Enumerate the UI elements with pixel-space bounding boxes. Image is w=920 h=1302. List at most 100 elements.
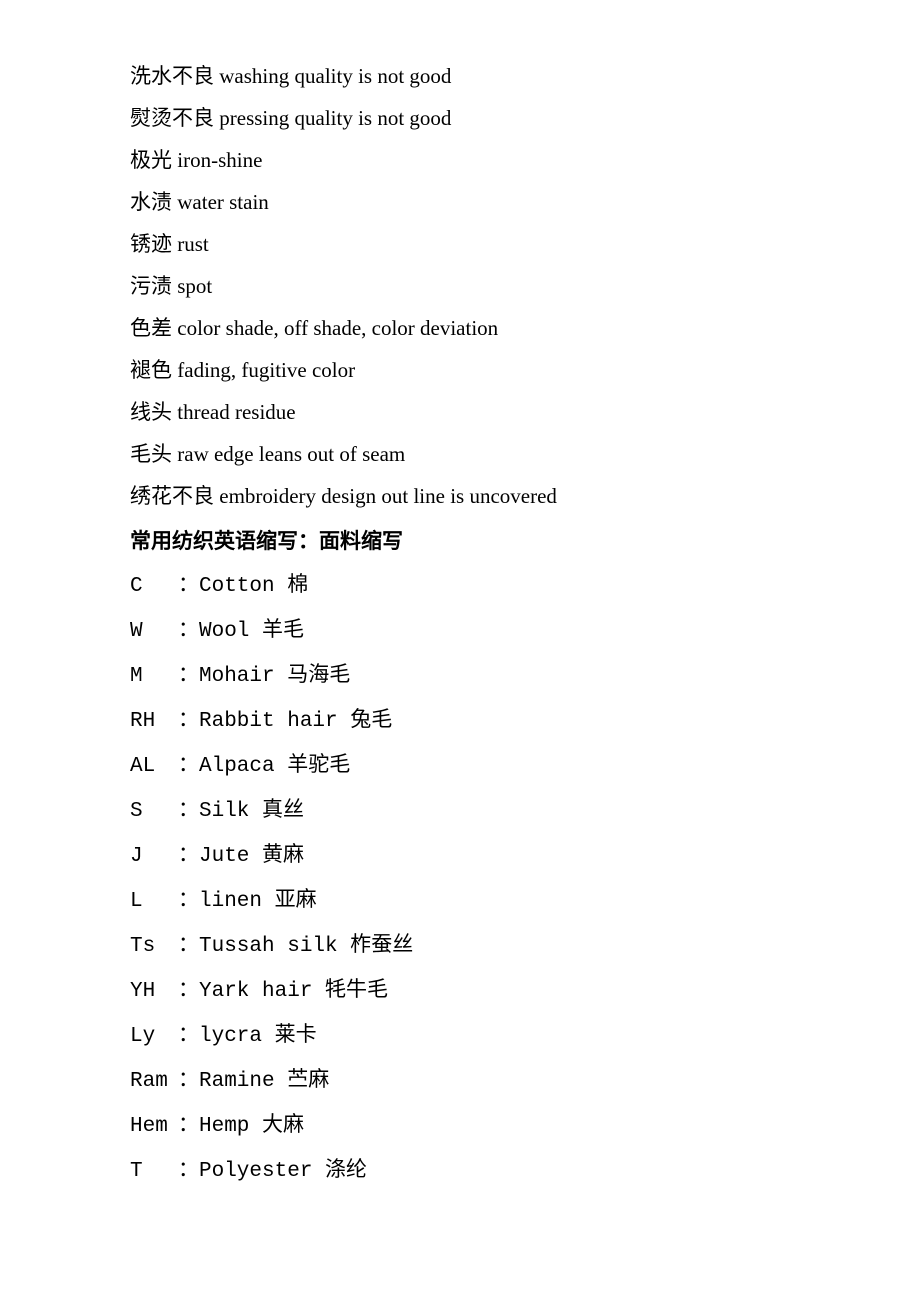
abbreviation-chinese: 亚麻	[275, 887, 317, 911]
abbreviation-line: Ram：Ramine 苎麻	[130, 1058, 790, 1103]
abbreviation-chinese: 马海毛	[287, 662, 350, 686]
abbreviation-code: T	[130, 1151, 178, 1193]
abbreviation-line: S：Silk 真丝	[130, 788, 790, 833]
term-line: 洗水不良 washing quality is not good	[130, 55, 790, 97]
abbreviation-chinese: 棉	[287, 572, 308, 596]
quality-terms-section: 洗水不良 washing quality is not good熨烫不良 pre…	[130, 55, 790, 517]
abbreviation-code: YH	[130, 971, 178, 1013]
separator: ：	[178, 1022, 199, 1046]
abbreviation-code: C	[130, 566, 178, 608]
abbreviation-code: RH	[130, 701, 178, 743]
abbreviation-code: Ram	[130, 1061, 178, 1103]
abbreviation-line: RH：Rabbit hair 兔毛	[130, 698, 790, 743]
term-line: 线头 thread residue	[130, 391, 790, 433]
term-english: washing quality is not good	[219, 64, 451, 88]
separator: ：	[178, 1157, 199, 1181]
term-chinese: 线头	[130, 400, 172, 424]
abbreviation-fullname: Mohair	[199, 665, 275, 688]
term-line: 极光 iron-shine	[130, 139, 790, 181]
separator: ：	[178, 932, 199, 956]
abbreviation-code: M	[130, 656, 178, 698]
abbreviation-fullname: Tussah silk	[199, 935, 338, 958]
term-line: 水渍 water stain	[130, 181, 790, 223]
abbreviation-fullname: Wool	[199, 620, 249, 643]
term-english: iron-shine	[177, 148, 262, 172]
term-chinese: 色差	[130, 316, 172, 340]
separator: ：	[178, 887, 199, 911]
abbreviation-fullname: Alpaca	[199, 755, 275, 778]
abbreviation-chinese: 苎麻	[287, 1067, 329, 1091]
abbreviation-fullname: Hemp	[199, 1115, 249, 1138]
abbreviation-fullname: Silk	[199, 800, 249, 823]
abbreviation-fullname: lycra	[199, 1025, 262, 1048]
term-line: 污渍 spot	[130, 265, 790, 307]
abbreviation-code: Ts	[130, 926, 178, 968]
term-chinese: 毛头	[130, 442, 172, 466]
abbreviation-fullname: Polyester	[199, 1160, 312, 1183]
term-english: fading, fugitive color	[177, 358, 355, 382]
abbreviation-line: C：Cotton 棉	[130, 563, 790, 608]
term-english: color shade, off shade, color deviation	[177, 316, 498, 340]
abbreviation-fullname: Jute	[199, 845, 249, 868]
section-heading: 常用纺织英语缩写：面料缩写	[130, 521, 790, 563]
separator: ：	[178, 572, 199, 596]
abbreviation-chinese: 真丝	[262, 797, 304, 821]
term-chinese: 极光	[130, 148, 172, 172]
term-line: 绣花不良 embroidery design out line is uncov…	[130, 475, 790, 517]
abbreviation-chinese: 牦牛毛	[325, 977, 388, 1001]
abbreviation-line: Ts：Tussah silk 柞蚕丝	[130, 923, 790, 968]
abbreviation-code: AL	[130, 746, 178, 788]
abbreviation-line: Hem：Hemp 大麻	[130, 1103, 790, 1148]
abbreviation-chinese: 羊驼毛	[287, 752, 350, 776]
abbreviation-line: AL：Alpaca 羊驼毛	[130, 743, 790, 788]
separator: ：	[178, 662, 199, 686]
term-line: 褪色 fading, fugitive color	[130, 349, 790, 391]
separator: ：	[178, 797, 199, 821]
abbreviation-line: M：Mohair 马海毛	[130, 653, 790, 698]
term-english: rust	[177, 232, 209, 256]
abbreviation-code: J	[130, 836, 178, 878]
abbreviation-fullname: Cotton	[199, 575, 275, 598]
term-english: thread residue	[177, 400, 295, 424]
term-chinese: 褪色	[130, 358, 172, 382]
abbreviation-code: W	[130, 611, 178, 653]
separator: ：	[178, 842, 199, 866]
abbreviation-fullname: Ramine	[199, 1070, 275, 1093]
separator: ：	[178, 1067, 199, 1091]
abbreviation-chinese: 黄麻	[262, 842, 304, 866]
abbreviation-chinese: 柞蚕丝	[350, 932, 413, 956]
term-english: water stain	[177, 190, 269, 214]
abbreviation-line: Ly：lycra 莱卡	[130, 1013, 790, 1058]
abbreviation-chinese: 涤纶	[325, 1157, 367, 1181]
abbreviation-fullname: linen	[199, 890, 262, 913]
term-english: pressing quality is not good	[219, 106, 451, 130]
term-chinese: 污渍	[130, 274, 172, 298]
term-english: raw edge leans out of seam	[177, 442, 405, 466]
abbreviation-fullname: Yark hair	[199, 980, 312, 1003]
separator: ：	[178, 752, 199, 776]
abbreviation-chinese: 兔毛	[350, 707, 392, 731]
abbreviation-code: Hem	[130, 1106, 178, 1148]
abbreviation-code: S	[130, 791, 178, 833]
abbreviation-chinese: 羊毛	[262, 617, 304, 641]
abbreviation-line: J：Jute 黄麻	[130, 833, 790, 878]
abbreviation-code: L	[130, 881, 178, 923]
abbreviation-chinese: 莱卡	[275, 1022, 317, 1046]
term-line: 毛头 raw edge leans out of seam	[130, 433, 790, 475]
separator: ：	[178, 617, 199, 641]
abbreviation-line: W：Wool 羊毛	[130, 608, 790, 653]
separator: ：	[178, 707, 199, 731]
term-english: embroidery design out line is uncovered	[219, 484, 557, 508]
abbreviation-code: Ly	[130, 1016, 178, 1058]
term-line: 熨烫不良 pressing quality is not good	[130, 97, 790, 139]
term-chinese: 熨烫不良	[130, 106, 214, 130]
term-chinese: 绣花不良	[130, 484, 214, 508]
abbreviation-line: L：linen 亚麻	[130, 878, 790, 923]
abbreviation-line: YH：Yark hair 牦牛毛	[130, 968, 790, 1013]
term-line: 锈迹 rust	[130, 223, 790, 265]
term-english: spot	[177, 274, 212, 298]
separator: ：	[178, 1112, 199, 1136]
abbreviation-line: T：Polyester 涤纶	[130, 1148, 790, 1193]
fabric-abbreviations-section: C：Cotton 棉W：Wool 羊毛M：Mohair 马海毛RH：Rabbit…	[130, 563, 790, 1193]
separator: ：	[178, 977, 199, 1001]
